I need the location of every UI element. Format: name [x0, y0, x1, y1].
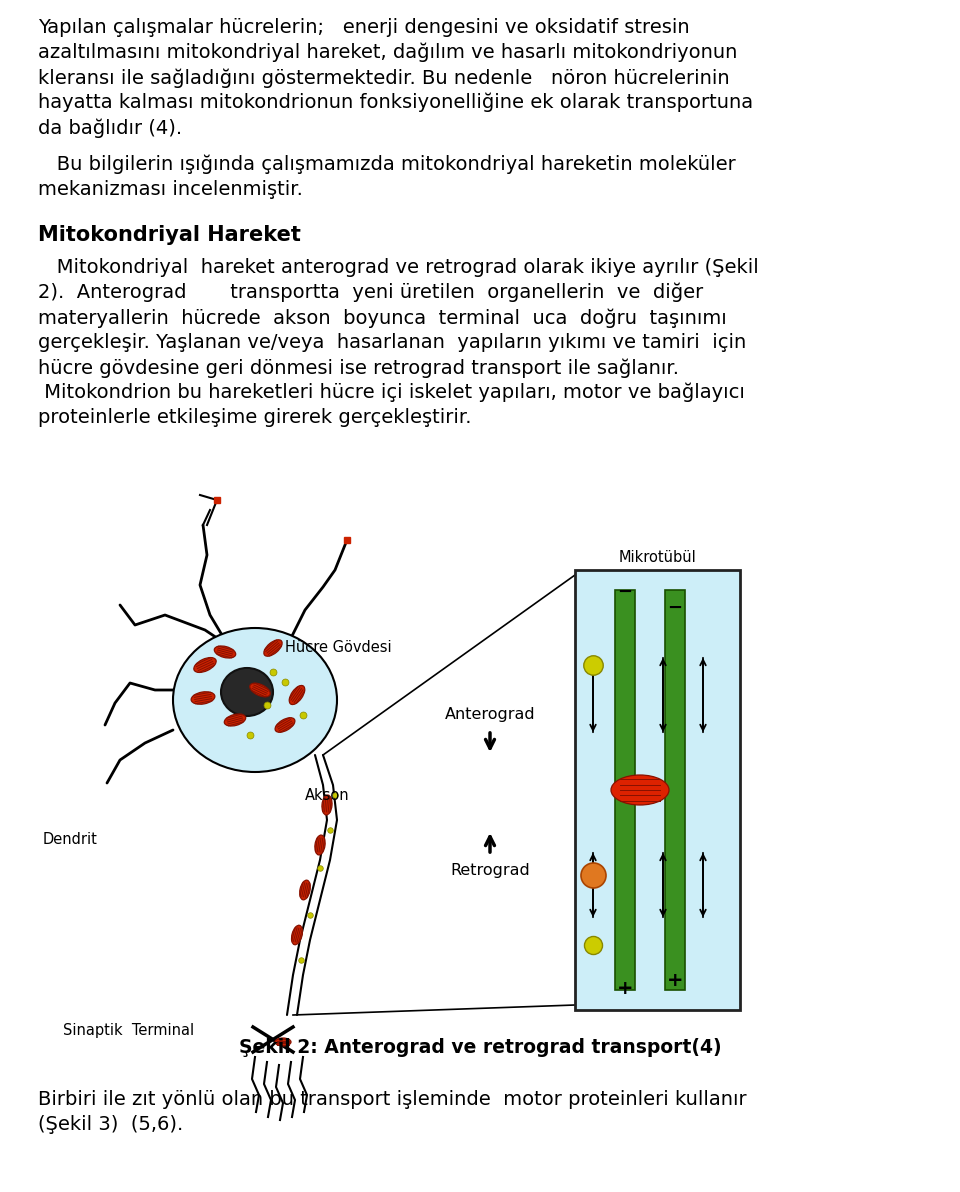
Text: Anterograd: Anterograd — [444, 708, 536, 722]
Text: −: − — [667, 600, 683, 617]
Text: gerçekleşir. Yaşlanan ve/veya  hasarlanan  yapıların yıkımı ve tamiri  için: gerçekleşir. Yaşlanan ve/veya hasarlanan… — [38, 333, 746, 352]
Bar — [575, 570, 740, 1010]
Ellipse shape — [292, 925, 302, 945]
Text: Akson: Akson — [305, 788, 349, 802]
Text: Sinaptik  Terminal: Sinaptik Terminal — [63, 1023, 194, 1037]
Text: +: + — [616, 979, 634, 998]
Text: hayatta kalması mitokondrionun fonksiyonelliğine ek olarak transportuna: hayatta kalması mitokondrionun fonksiyon… — [38, 93, 754, 112]
Text: Yapılan çalışmalar hücrelerin;   enerji dengesini ve oksidatif stresin: Yapılan çalışmalar hücrelerin; enerji de… — [38, 18, 689, 37]
Ellipse shape — [275, 1038, 291, 1047]
Ellipse shape — [264, 640, 282, 657]
Ellipse shape — [214, 646, 236, 658]
Ellipse shape — [611, 775, 669, 805]
Text: Birbiri ile zıt yönlü olan bu transport işleminde  motor proteinleri kullanır: Birbiri ile zıt yönlü olan bu transport … — [38, 1089, 747, 1109]
Ellipse shape — [250, 683, 270, 697]
Text: proteinlerle etkileşime girerek gerçekleştirir.: proteinlerle etkileşime girerek gerçekle… — [38, 408, 471, 427]
Text: Mitokondrion bu hareketleri hücre içi iskelet yapıları, motor ve bağlayıcı: Mitokondrion bu hareketleri hücre içi is… — [38, 383, 745, 403]
Text: mekanizması incelenmiştir.: mekanizması incelenmiştir. — [38, 180, 302, 199]
Text: Mitokondriyal Hareket: Mitokondriyal Hareket — [38, 225, 300, 246]
Text: hücre gövdesine geri dönmesi ise retrograd transport ile sağlanır.: hücre gövdesine geri dönmesi ise retrogr… — [38, 358, 679, 378]
Text: Şekil 2: Anterograd ve retrograd transport(4): Şekil 2: Anterograd ve retrograd transpo… — [239, 1038, 721, 1057]
Text: +: + — [667, 970, 684, 989]
Ellipse shape — [225, 714, 246, 726]
Ellipse shape — [191, 691, 215, 704]
Text: da bağlıdır (4).: da bağlıdır (4). — [38, 118, 182, 137]
Ellipse shape — [173, 628, 337, 772]
Text: −: − — [617, 583, 633, 601]
Text: Dendrit: Dendrit — [43, 832, 98, 848]
Text: materyallerin  hücrede  akson  boyunca  terminal  uca  doğru  taşınımı: materyallerin hücrede akson boyunca term… — [38, 308, 727, 328]
Bar — [665, 590, 685, 991]
Text: 2).  Anterograd       transportta  yeni üretilen  organellerin  ve  diğer: 2). Anterograd transportta yeni üretilen… — [38, 283, 704, 303]
Text: azaltılmasını mitokondriyal hareket, dağılım ve hasarlı mitokondriyonun: azaltılmasını mitokondriyal hareket, dağ… — [38, 43, 737, 62]
Text: kleransı ile sağladığını göstermektedir. Bu nedenle   nöron hücrelerinin: kleransı ile sağladığını göstermektedir.… — [38, 68, 730, 87]
Text: Hücre Gövdesi: Hücre Gövdesi — [285, 640, 392, 656]
Text: Mitokondriyal  hareket anterograd ve retrograd olarak ikiye ayrılır (Şekil: Mitokondriyal hareket anterograd ve retr… — [38, 257, 758, 277]
Ellipse shape — [276, 718, 295, 732]
Ellipse shape — [221, 668, 273, 716]
Text: Mikrotübül: Mikrotübül — [618, 551, 696, 565]
Ellipse shape — [300, 880, 310, 900]
Bar — [615, 590, 635, 991]
Ellipse shape — [315, 836, 325, 855]
Ellipse shape — [289, 685, 304, 704]
Text: (Şekil 3)  (5,6).: (Şekil 3) (5,6). — [38, 1115, 183, 1134]
Text: Bu bilgilerin ışığında çalışmamızda mitokondriyal hareketin moleküler: Bu bilgilerin ışığında çalışmamızda mito… — [38, 155, 735, 174]
Ellipse shape — [194, 658, 216, 672]
Text: Retrograd: Retrograd — [450, 863, 530, 877]
Ellipse shape — [322, 795, 332, 815]
